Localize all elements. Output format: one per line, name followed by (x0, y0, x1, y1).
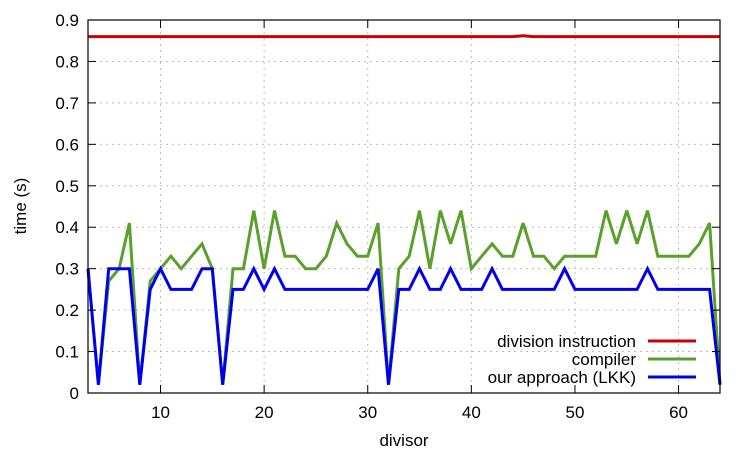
legend-label-our-approach: our approach (LKK) (488, 368, 636, 387)
series-line-division-instruction (88, 34, 720, 39)
legend-item-division-instruction: division instruction (497, 332, 696, 351)
y-tick-label: 0.7 (55, 94, 79, 113)
y-tick-label: 0.5 (55, 177, 79, 196)
grid (88, 20, 720, 393)
y-tick-label: 0 (70, 384, 79, 403)
legend-label-division-instruction: division instruction (497, 332, 636, 351)
x-tick-label: 10 (151, 403, 170, 422)
legend-item-compiler: compiler (572, 350, 696, 369)
x-tick-label: 50 (565, 403, 584, 422)
axis-ticks: 0 0.1 0.2 0.3 0.4 0.5 0.6 0.7 0.8 0.9 10 20 30 40 50 60 (55, 11, 720, 422)
series-line-our-approach-lkk (86, 265, 722, 385)
series-lines (86, 34, 722, 385)
plot-frame (87, 19, 721, 394)
x-tick-label: 30 (358, 403, 377, 422)
legend-item-our-approach: our approach (LKK) (488, 368, 696, 387)
x-tick-label: 40 (462, 403, 481, 422)
y-tick-label: 0.1 (55, 343, 79, 362)
y-tick-label: 0.6 (55, 135, 79, 154)
y-tick-label: 0.8 (55, 52, 79, 71)
y-tick-label: 0.2 (55, 301, 79, 320)
legend-label-compiler: compiler (572, 350, 637, 369)
x-tick-label: 20 (255, 403, 274, 422)
x-axis-title: divisor (379, 431, 428, 450)
y-tick-label: 0.4 (55, 218, 79, 237)
x-tick-label: 60 (669, 403, 688, 422)
y-axis-title: time (s) (11, 178, 30, 235)
y-tick-label: 0.3 (55, 260, 79, 279)
series-line-compiler (86, 210, 722, 385)
legend: division instruction compiler our approa… (488, 332, 696, 387)
y-tick-label: 0.9 (55, 11, 79, 30)
